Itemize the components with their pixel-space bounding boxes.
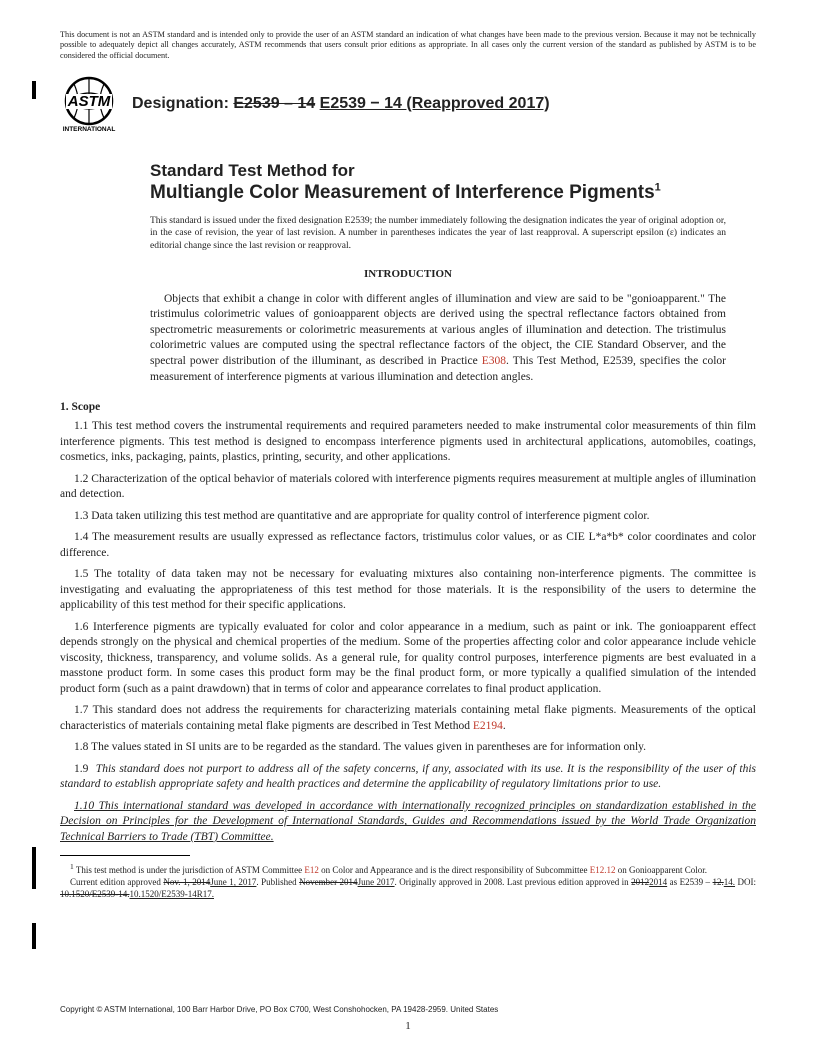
scope-1-7: 1.7 This standard does not address the r… — [60, 703, 756, 734]
disclaimer-text: This document is not an ASTM standard an… — [60, 30, 756, 61]
fn2-old2: November 2014 — [299, 877, 357, 887]
page-container: This document is not an ASTM standard an… — [0, 0, 816, 920]
header-row: ASTM INTERNATIONAL Designation: E2539 – … — [60, 75, 756, 133]
fn2-new3: 2014 — [649, 877, 667, 887]
svg-text:ASTM: ASTM — [67, 93, 111, 110]
title-block: Standard Test Method for Multiangle Colo… — [150, 161, 756, 205]
scope-heading: 1. Scope — [60, 401, 756, 413]
introduction-paragraph: Objects that exhibit a change in color w… — [150, 292, 726, 385]
committee-link[interactable]: E12 — [304, 865, 319, 875]
fn2-new4: 14. — [724, 877, 735, 887]
issuance-note: This standard is issued under the fixed … — [150, 215, 726, 252]
fn2-new1: June 1, 2017 — [210, 877, 256, 887]
scope-1-1: 1.1 This test method covers the instrume… — [60, 419, 756, 466]
footnote-1: 1 This test method is under the jurisdic… — [60, 862, 756, 877]
fn2e: DOI: — [735, 877, 756, 887]
svg-text:INTERNATIONAL: INTERNATIONAL — [63, 126, 116, 133]
fn2c: . Originally approved in 2008. Last prev… — [395, 877, 632, 887]
footnote-rule — [60, 855, 190, 856]
fn2-old3: 2012 — [631, 877, 649, 887]
fn2-new5: 10.1520/E2539-14R17. — [130, 889, 215, 899]
copyright-line: Copyright © ASTM International, 100 Barr… — [60, 1005, 498, 1014]
scope-1-8: 1.8 The values stated in SI units are to… — [60, 740, 756, 756]
fn1c: on Gonioapparent Color. — [616, 865, 708, 875]
fn2-old1: Nov. 1, 2014 — [163, 877, 210, 887]
fn2d: as E2539 – — [667, 877, 712, 887]
change-bar — [32, 923, 36, 949]
subcommittee-link[interactable]: E12.12 — [590, 865, 616, 875]
fn1a: This test method is under the jurisdicti… — [74, 865, 305, 875]
scope-1-6: 1.6 Interference pigments are typically … — [60, 620, 756, 698]
title-line1: Standard Test Method for — [150, 161, 756, 181]
practice-link[interactable]: E308 — [482, 355, 506, 367]
scope-1-10: 1.10 This international standard was dev… — [60, 799, 756, 846]
fn2-new2: June 2017 — [358, 877, 395, 887]
designation-label: Designation: — [132, 95, 229, 112]
fn2b: . Published — [256, 877, 299, 887]
scope-1-5: 1.5 The totality of data taken may not b… — [60, 567, 756, 614]
fn2-old5: 10.1520/E2539-14. — [60, 889, 130, 899]
test-method-link[interactable]: E2194 — [473, 720, 503, 732]
footnote-2: Current edition approved Nov. 1, 2014Jun… — [60, 877, 756, 900]
title-superscript: 1 — [655, 182, 661, 194]
scope-1-4: 1.4 The measurement results are usually … — [60, 530, 756, 561]
page-number: 1 — [0, 1020, 816, 1032]
s17-text-a: 1.7 This standard does not address the r… — [60, 704, 756, 732]
fn2-old4: 12. — [713, 877, 724, 887]
scope-1-3: 1.3 Data taken utilizing this test metho… — [60, 509, 756, 525]
s19-text: This standard does not purport to addres… — [60, 763, 756, 791]
fn1b: on Color and Appearance and is the direc… — [319, 865, 590, 875]
scope-1-2: 1.2 Characterization of the optical beha… — [60, 472, 756, 503]
fn2a: Current edition approved — [70, 877, 163, 887]
change-bar — [32, 847, 36, 889]
designation-line: Designation: E2539 – 14 E2539 − 14 (Reap… — [132, 95, 550, 113]
introduction-heading: INTRODUCTION — [60, 268, 756, 280]
s17-text-b: . — [503, 720, 506, 732]
scope-1-9: 1.9 This standard does not purport to ad… — [60, 762, 756, 793]
title-line2: Multiangle Color Measurement of Interfer… — [150, 181, 756, 205]
designation-old: E2539 – 14 — [233, 95, 315, 112]
s110-text: 1.10 This international standard was dev… — [60, 800, 756, 843]
change-bar — [32, 81, 36, 99]
title-text: Multiangle Color Measurement of Interfer… — [150, 182, 655, 203]
designation-new: E2539 − 14 (Reapproved 2017) — [320, 95, 550, 112]
astm-logo: ASTM INTERNATIONAL — [60, 75, 118, 133]
